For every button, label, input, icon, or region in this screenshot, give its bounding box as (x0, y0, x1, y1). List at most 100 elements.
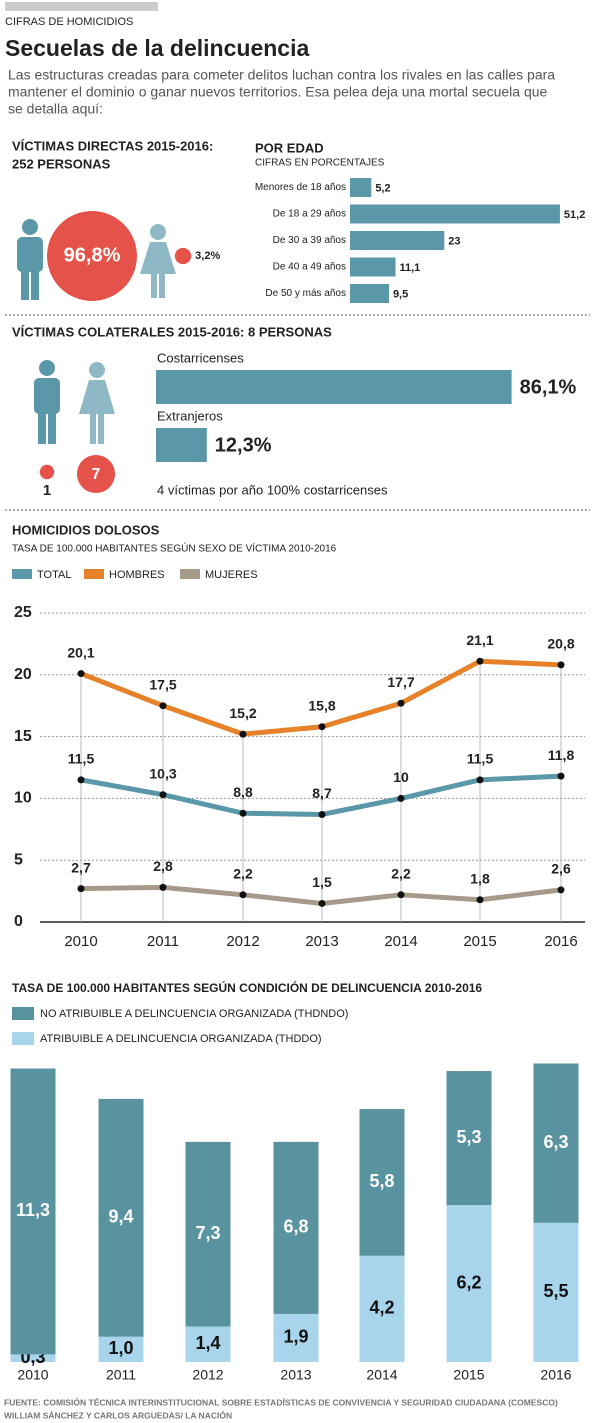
bar (350, 178, 372, 197)
bar-segment (446, 1071, 492, 1206)
kicker: CIFRAS DE HOMICIDIOS (5, 16, 133, 28)
legend-swatch (84, 569, 104, 579)
point (476, 657, 484, 665)
value-label: 3,2% (195, 250, 220, 262)
value-label: 5,2 (375, 182, 390, 194)
value-label: 6,8 (283, 1217, 308, 1237)
subtitle: TASA DE 100.000 HABITANTES SEGÚN SEXO DE… (12, 542, 337, 555)
bar (350, 284, 389, 303)
x-tick-label: 2015 (453, 1367, 484, 1383)
point (557, 661, 565, 669)
value-label: 11,3 (16, 1200, 50, 1220)
y-tick-label: 25 (14, 604, 32, 621)
x-tick-label: 2016 (540, 1367, 571, 1383)
man-icon (17, 219, 43, 300)
category-label: Extranjeros (157, 408, 223, 423)
y-tick-label: 15 (14, 728, 32, 745)
section-title: 252 PERSONAS (12, 156, 111, 171)
point (77, 670, 85, 678)
title: Secuelas de la delincuencia (5, 35, 309, 61)
value-label: 1,5 (312, 874, 332, 890)
value-label: 11,5 (467, 751, 494, 767)
point (77, 885, 85, 893)
bar-segment (273, 1141, 319, 1314)
woman-icon (79, 362, 115, 444)
point (159, 883, 167, 891)
bar (156, 370, 512, 404)
lead: Las estructuras creadas para cometer del… (8, 67, 555, 83)
value-label: 2,8 (153, 858, 173, 874)
point (159, 791, 167, 799)
value-label: 96,8% (64, 244, 121, 266)
value-label: 2,2 (233, 866, 253, 882)
bar (156, 428, 207, 462)
value-label: 11,8 (548, 747, 575, 763)
y-tick-label: 0 (14, 913, 23, 930)
value-label: 5,5 (543, 1281, 568, 1301)
bar-segment (10, 1068, 56, 1355)
value-label: 86,1% (520, 376, 577, 398)
value-label: 11,1 (400, 262, 421, 274)
point (77, 776, 85, 784)
x-tick-label: 2011 (106, 1367, 136, 1383)
category-label: Menores de 18 años (255, 182, 346, 193)
legend-label: ATRIBUIBLE A DELINCUENCIA ORGANIZADA (TH… (40, 1033, 322, 1045)
x-tick-label: 2016 (544, 933, 577, 950)
section-title: POR EDAD (255, 140, 324, 155)
x-tick-label: 2012 (226, 933, 259, 950)
x-tick-label: 2013 (305, 933, 338, 950)
legend-swatch (180, 569, 200, 579)
value-label: 1,0 (108, 1338, 133, 1358)
x-tick-label: 2010 (17, 1367, 48, 1383)
category-label: Costarricenses (157, 350, 244, 365)
bar-segment (446, 1205, 492, 1362)
section-title: TASA DE 100.000 HABITANTES SEGÚN CONDICI… (12, 980, 482, 995)
bar-segment (10, 1354, 56, 1362)
point (318, 723, 326, 731)
count-circle (76, 454, 116, 494)
value-label: 2,7 (71, 859, 91, 875)
credit: WILLIAM SÁNCHEZ Y CARLOS ARGUEDAS/ LA NA… (4, 1409, 232, 1420)
subtitle: CIFRAS EN PORCENTAJES (255, 158, 385, 169)
count-circle (39, 464, 55, 480)
value-label: 10 (393, 769, 409, 785)
top-bar (5, 2, 158, 11)
point (397, 699, 405, 707)
man-icon (34, 360, 60, 444)
legend-label: MUJERES (205, 569, 258, 581)
category-label: De 50 y más años (265, 288, 346, 299)
bar-segment (98, 1336, 144, 1362)
value-label: 15,2 (229, 705, 256, 721)
value-label: 17,5 (149, 676, 176, 692)
point (476, 776, 484, 784)
category-label: De 18 a 29 años (273, 209, 346, 220)
point (397, 891, 405, 899)
x-tick-label: 2014 (384, 933, 417, 950)
bar-segment (273, 1313, 319, 1362)
woman-icon (140, 224, 176, 298)
value-label: 2,2 (391, 866, 411, 882)
legend-swatch (12, 1007, 34, 1020)
lead: se detalla aquí: (8, 101, 103, 117)
count-label: 1 (43, 482, 51, 499)
y-tick-label: 20 (14, 666, 32, 683)
lead: mantener el dominio o ganar nuevos terri… (8, 84, 548, 100)
value-label: 9,4 (108, 1207, 133, 1227)
point (557, 886, 565, 894)
value-label: 12,3% (215, 434, 272, 456)
value-label: 8,8 (233, 784, 253, 800)
value-label: 51,2 (564, 209, 585, 221)
count-label: 7 (92, 466, 101, 483)
share-circle (47, 211, 137, 301)
legend-swatch (12, 1032, 34, 1045)
value-label: 10,3 (149, 765, 176, 781)
y-tick-label: 10 (14, 790, 32, 807)
point (476, 896, 484, 904)
section-title: VÍCTIMAS COLATERALES 2015-2016: 8 PERSON… (12, 324, 332, 339)
value-label: 21,1 (466, 632, 493, 648)
value-label: 7,3 (195, 1223, 220, 1243)
bar-segment (185, 1326, 231, 1362)
value-label: 2,6 (551, 861, 571, 877)
point (159, 702, 167, 710)
point (397, 794, 405, 802)
